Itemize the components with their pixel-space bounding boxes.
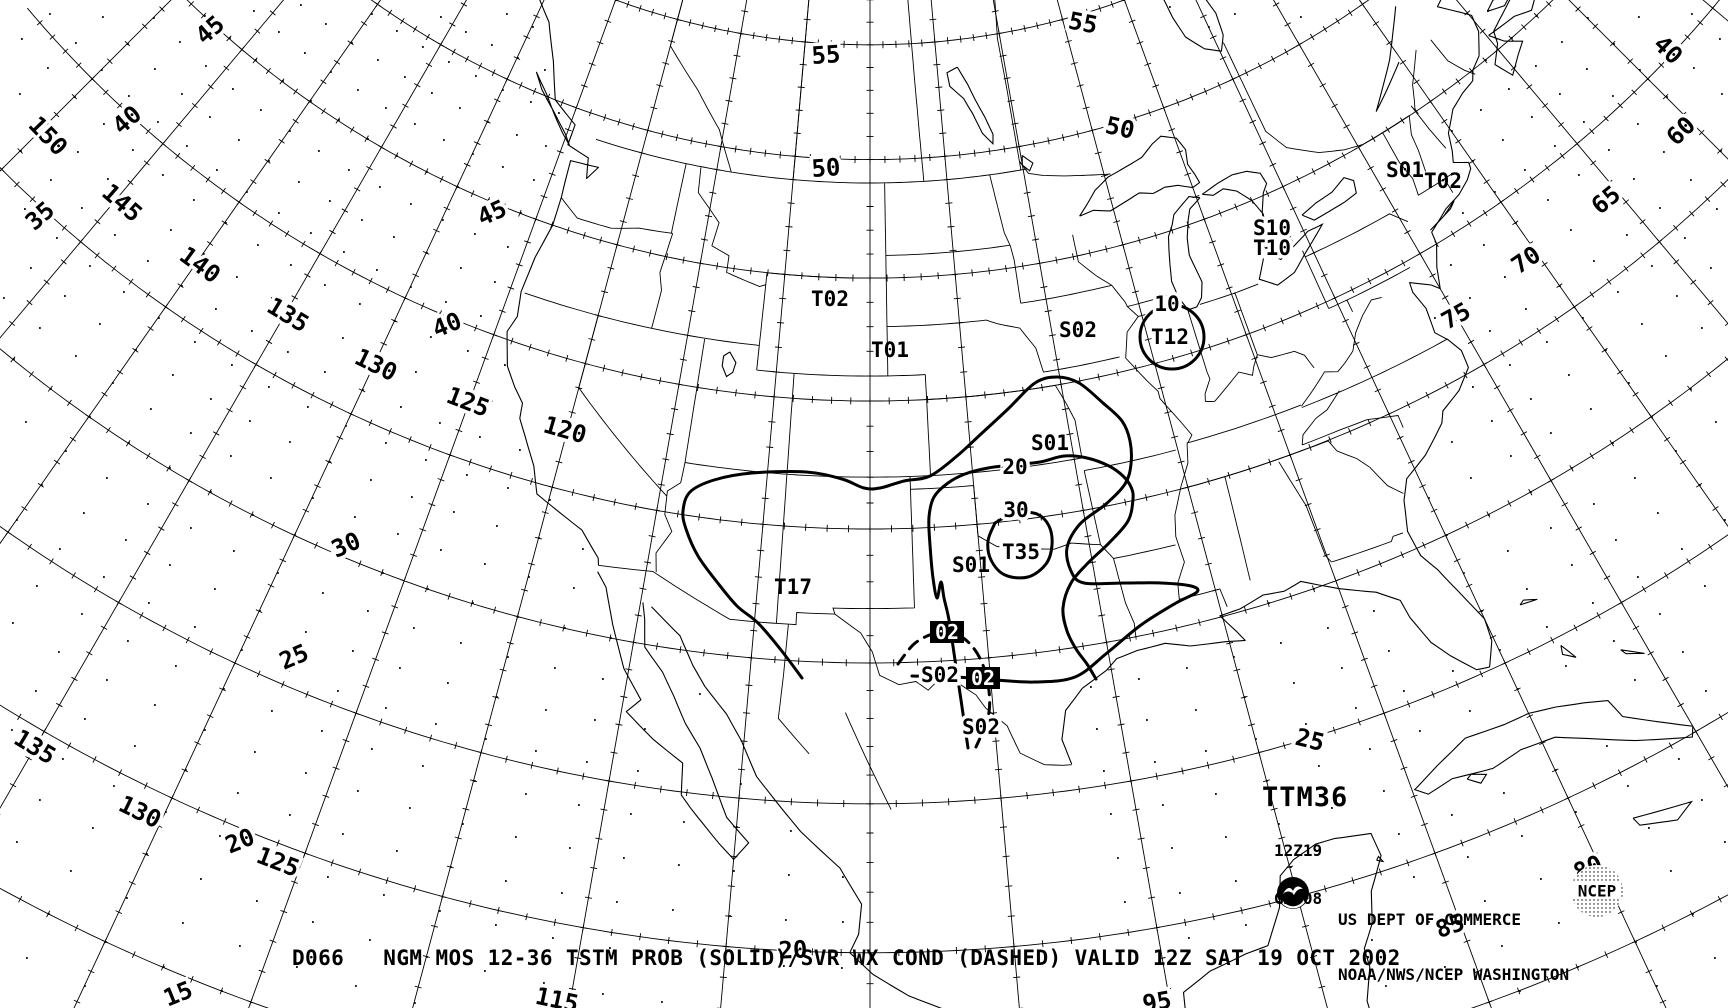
grid-label-50: 50 bbox=[811, 153, 842, 183]
noaa-logo-icon bbox=[1277, 877, 1309, 909]
map-point-label-S02: S02 bbox=[962, 715, 1000, 739]
grid-label-95: 95 bbox=[1140, 986, 1173, 1008]
contour-svr-10-mi bbox=[1263, 227, 1293, 257]
stipple-dots bbox=[3, 4, 1726, 1004]
map-point-label-S01: S01 bbox=[952, 553, 990, 577]
coastline bbox=[506, 0, 1493, 1008]
island-outlines bbox=[535, 0, 1694, 863]
map-point-label-T01: T01 bbox=[871, 338, 909, 362]
svg-text:NCEP: NCEP bbox=[1578, 882, 1617, 901]
map-point-label-S01: S01 bbox=[1031, 431, 1069, 455]
boxed-contour-label-bg bbox=[966, 667, 1000, 689]
credit-line-2: NOAA/NWS/NCEP WASHINGTON bbox=[1338, 964, 1570, 984]
grid-label-20: 20 bbox=[778, 935, 808, 964]
contour-tstm-10 bbox=[681, 375, 1200, 684]
agency-credits: US DEPT OF COMMERCE NOAA/NWS/NCEP WASHIN… bbox=[1338, 874, 1569, 1008]
product-cycle: 12Z19 bbox=[1274, 841, 1323, 860]
map-point-label-S01: S01 bbox=[1386, 158, 1424, 182]
grid-label-55: 55 bbox=[811, 40, 842, 70]
grid-label-55: 55 bbox=[1066, 6, 1100, 39]
map-title: D066 NGM MOS 12-36 TSTM PROB (SOLID)/SVR… bbox=[292, 946, 1401, 970]
map-point-label-S10: S10 bbox=[1253, 216, 1291, 240]
map-point-label-T10: T10 bbox=[1253, 236, 1291, 260]
map-point-label-T12: T12 bbox=[1151, 325, 1189, 349]
map-point-label-30: 30 bbox=[1003, 498, 1028, 522]
contour-tstm-30 bbox=[986, 509, 1054, 580]
boxed-contour-label: 02 bbox=[971, 666, 995, 690]
map-point-label-T35: T35 bbox=[1002, 540, 1040, 564]
contour-tstm-10-il bbox=[1138, 303, 1206, 371]
coastlines-and-borders bbox=[506, 0, 1694, 1008]
lake-outlines bbox=[721, 66, 1357, 378]
ncep-logo-icon: NCEP bbox=[1571, 865, 1623, 917]
map-point-label-S02: S02 bbox=[921, 663, 959, 687]
map-point-label-10: 10 bbox=[1154, 292, 1179, 316]
state-province-borders bbox=[524, 0, 1476, 810]
product-id: TTM36 bbox=[1262, 782, 1349, 813]
ocean-stipple-dots bbox=[3, 4, 1726, 1004]
boxed-contour-label: 02 bbox=[935, 620, 959, 644]
map-point-label-20: 20 bbox=[1002, 455, 1027, 479]
map-point-label-T17: T17 bbox=[774, 575, 812, 599]
map-point-label-S02: S02 bbox=[1059, 318, 1097, 342]
map-point-label-T02: T02 bbox=[1424, 169, 1462, 193]
boxed-contour-label-bg bbox=[930, 621, 964, 643]
product-id-block: TTM36 12Z19 GM 08 bbox=[1262, 752, 1348, 939]
credit-line-1: US DEPT OF COMMERCE bbox=[1338, 909, 1522, 929]
product-grid: GM 08 bbox=[1274, 889, 1323, 908]
contour-svr-02 bbox=[896, 629, 992, 749]
agency-logos: NCEP bbox=[1277, 865, 1623, 917]
probability-contours bbox=[681, 227, 1293, 750]
map-point-label-T02: T02 bbox=[811, 287, 849, 311]
contour-tstm-20 bbox=[927, 454, 1135, 750]
